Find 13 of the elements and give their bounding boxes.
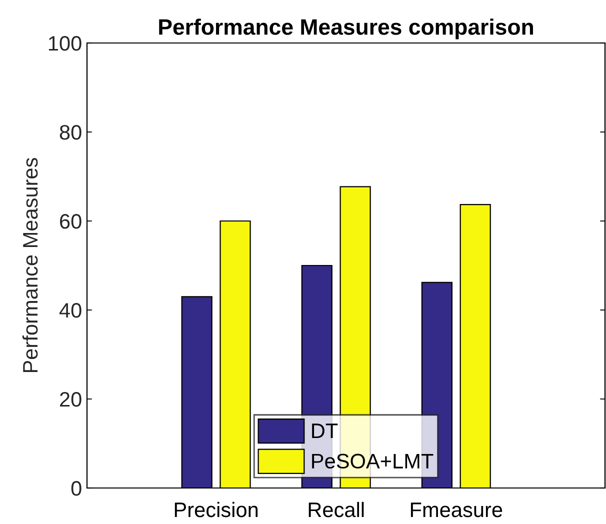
y-tick-label: 100 <box>48 36 82 51</box>
y-tick-label: 0 <box>71 481 82 496</box>
legend-label: DT <box>312 424 338 438</box>
y-tick-label: 20 <box>60 392 82 407</box>
y-axis-title: Performance Measures <box>22 158 38 372</box>
y-tick-label: 80 <box>60 125 82 140</box>
x-tick-label: Recall <box>308 502 364 518</box>
y-tick-label: 40 <box>59 303 82 318</box>
legend-label: PeSOA+LMT <box>312 454 434 469</box>
x-tick-label: Precision <box>174 502 258 518</box>
x-tick-label: Fmeasure <box>410 502 502 518</box>
chart-title: Performance Measures comparison <box>159 18 533 40</box>
y-tick-label: 60 <box>60 214 82 229</box>
